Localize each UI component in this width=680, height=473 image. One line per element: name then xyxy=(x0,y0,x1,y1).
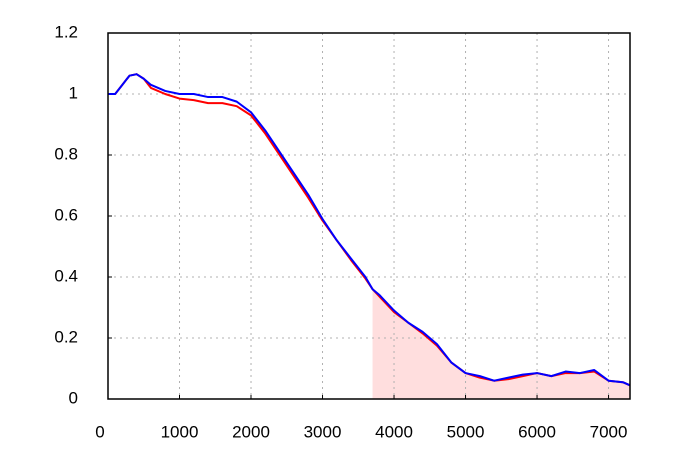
shaded-area xyxy=(372,289,630,399)
x-tick-label: 3000 xyxy=(304,422,342,441)
y-tick-label: 1 xyxy=(69,83,78,102)
plot-frame xyxy=(107,32,631,400)
y-tick-label: 1.2 xyxy=(54,22,78,41)
x-tick-label: 0 xyxy=(95,422,104,441)
x-tick-label: 4000 xyxy=(375,422,413,441)
y-tick-label: 0.2 xyxy=(54,327,78,346)
x-tick-label: 6000 xyxy=(518,422,556,441)
y-tick-label: 0.6 xyxy=(54,205,78,224)
x-tick-label: 2000 xyxy=(232,422,270,441)
series-line xyxy=(108,73,631,387)
y-tick-label: 0.8 xyxy=(54,144,78,163)
y-tick-label: 0.4 xyxy=(54,266,78,285)
x-tick-label: 5000 xyxy=(447,422,485,441)
y-tick-label: 0 xyxy=(69,388,78,407)
x-tick-label: 1000 xyxy=(161,422,199,441)
series-line xyxy=(108,73,631,387)
x-tick-label: 7000 xyxy=(590,422,628,441)
